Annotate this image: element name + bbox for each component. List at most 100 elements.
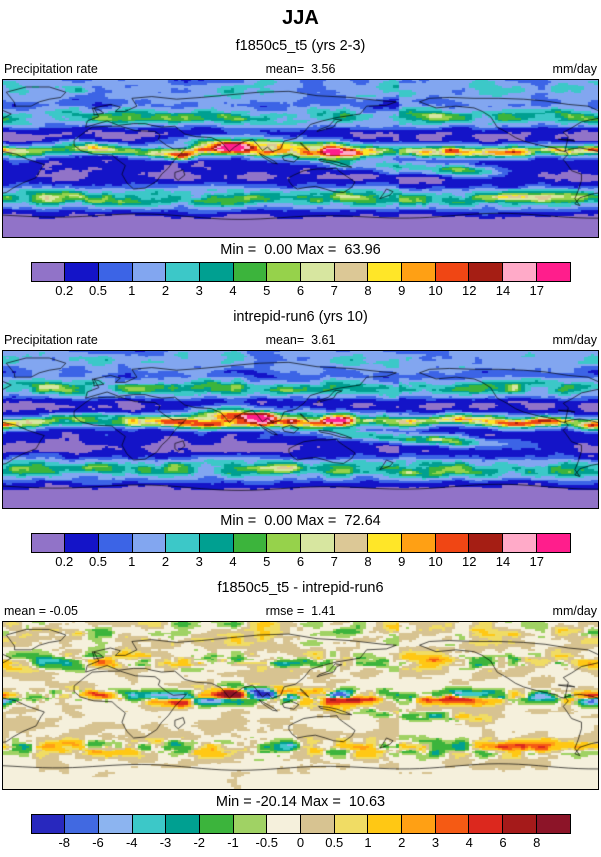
colorbar-tick-label: 2 xyxy=(398,835,406,850)
colorbar-labels: -8 -6 -4 -3 -2 -1 -0.5 0 0.5 1 2 3 4 6 8 xyxy=(31,835,571,852)
colorbar-segment xyxy=(536,263,570,281)
colorbar-tick-label: 0.5 xyxy=(325,835,344,850)
colorbar-segment xyxy=(435,815,470,833)
colorbar-tick-label: 5 xyxy=(263,554,271,569)
colorbar-tick-label: 8 xyxy=(533,835,541,850)
colorbar-tick-label: 17 xyxy=(529,283,544,298)
colorbar-segment xyxy=(199,534,234,552)
colorbar-segment xyxy=(166,534,200,552)
colorbar-tick-label: 1 xyxy=(128,554,136,569)
colorbar-tick-label: 4 xyxy=(229,283,237,298)
colorbar-tick-label: 4 xyxy=(465,835,473,850)
colorbar-tick-label: 6 xyxy=(296,554,305,569)
colorbar-tick-label: 9 xyxy=(398,283,406,298)
colorbar-segment xyxy=(334,534,369,552)
colorbar-tick-label: -4 xyxy=(125,835,138,850)
colorbar-segment xyxy=(267,263,301,281)
colorbar-segment xyxy=(402,534,436,552)
colorbar-segment xyxy=(65,534,99,552)
units-label: mm/day xyxy=(552,62,597,76)
colorbar-tick-label: 3 xyxy=(431,835,440,850)
variable-label: Precipitation rate xyxy=(4,62,98,76)
colorbar-segment xyxy=(469,534,504,552)
colorbar: 0.2 0.5 1 2 3 4 5 6 7 8 9 10 12 14 17 xyxy=(30,262,571,300)
colorbar-tick-label: 3 xyxy=(195,283,203,298)
colorbar-segment xyxy=(31,534,66,552)
colorbar-segment xyxy=(435,263,470,281)
colorbar-segment xyxy=(334,263,369,281)
colorbar-segment xyxy=(65,263,99,281)
colorbar-segment xyxy=(132,534,167,552)
panel3-header: mean = -0.05 rmse = 1.41 mm/day xyxy=(0,603,601,619)
colorbar-segment xyxy=(503,263,537,281)
colorbar-segment xyxy=(31,815,66,833)
minmax-stats: Min = 0.00 Max = 63.96 xyxy=(220,242,381,258)
colorbar-tick-label: 0 xyxy=(296,835,305,850)
colorbar-boxes xyxy=(30,533,571,553)
colorbar-segment xyxy=(132,815,167,833)
colorbar-segment xyxy=(334,815,369,833)
colorbar-tick-label: 12 xyxy=(462,554,477,569)
colorbar-tick-label: 5 xyxy=(263,283,271,298)
precip-map-case1 xyxy=(2,79,599,238)
panel3-subtitle: f1850c5_t5 - intrepid-run6 xyxy=(217,580,384,596)
colorbar-segment xyxy=(98,815,133,833)
colorbar-segment xyxy=(98,263,133,281)
colorbar-tick-label: 6 xyxy=(499,835,507,850)
colorbar-segment xyxy=(65,815,99,833)
colorbar-tick-label: 14 xyxy=(495,554,511,569)
colorbar-tick-label: 4 xyxy=(229,554,237,569)
colorbar-segment xyxy=(503,815,537,833)
colorbar-segment xyxy=(435,534,470,552)
mean-value: mean = -0.05 xyxy=(4,604,79,618)
colorbar: -8 -6 -4 -3 -2 -1 -0.5 0 0.5 1 2 3 4 6 8 xyxy=(30,814,571,852)
colorbar-tick-label: 0.2 xyxy=(55,554,74,569)
colorbar-tick-label: 6 xyxy=(296,283,305,298)
colorbar-boxes xyxy=(30,814,571,834)
colorbar-tick-label: 0.2 xyxy=(55,283,74,298)
rmse-value: rmse = 1.41 xyxy=(265,604,336,618)
minmax-stats: Min = -20.14 Max = 10.63 xyxy=(215,794,386,810)
figure-title: JJA xyxy=(282,7,319,29)
colorbar-tick-label: -2 xyxy=(193,835,206,850)
colorbar-segment xyxy=(233,534,268,552)
colorbar-tick-label: 7 xyxy=(330,283,338,298)
colorbar-segment xyxy=(233,815,268,833)
precip-diff-map xyxy=(2,621,599,790)
panel1-subtitle: f1850c5_t5 (yrs 2-3) xyxy=(235,38,366,54)
colorbar-segment xyxy=(31,263,66,281)
colorbar-tick-label: -8 xyxy=(58,835,71,850)
colorbar-tick-label: -0.5 xyxy=(255,835,278,850)
colorbar-tick-label: 7 xyxy=(330,554,338,569)
colorbar-segment xyxy=(267,534,301,552)
colorbar-tick-label: 8 xyxy=(364,283,372,298)
mean-value: mean= 3.61 xyxy=(265,333,336,347)
colorbar-segment xyxy=(98,534,133,552)
colorbar-tick-label: -1 xyxy=(227,835,239,850)
colorbar-segment xyxy=(469,815,504,833)
colorbar-segment xyxy=(166,263,200,281)
colorbar-tick-label: 0.5 xyxy=(88,283,108,298)
colorbar-segment xyxy=(233,263,268,281)
variable-label: Precipitation rate xyxy=(4,333,98,347)
colorbar-tick-label: 2 xyxy=(161,554,170,569)
colorbar-tick-label: 17 xyxy=(529,554,544,569)
colorbar-tick-label: 8 xyxy=(364,554,372,569)
units-label: mm/day xyxy=(552,333,597,347)
colorbar-tick-label: -3 xyxy=(159,835,172,850)
colorbar-segment xyxy=(132,263,167,281)
colorbar-tick-label: 9 xyxy=(398,554,406,569)
colorbar-segment xyxy=(301,534,335,552)
colorbar-segment xyxy=(166,815,200,833)
colorbar-tick-label: 10 xyxy=(428,283,443,298)
colorbar-segment xyxy=(368,263,403,281)
precip-map-case2 xyxy=(2,350,599,509)
colorbar-segment xyxy=(536,815,570,833)
colorbar-segment xyxy=(503,534,537,552)
colorbar-segment xyxy=(402,263,436,281)
colorbar-tick-label: 1 xyxy=(364,835,372,850)
colorbar-tick-label: 12 xyxy=(462,283,477,298)
panel2-header: Precipitation rate mean= 3.61 mm/day xyxy=(0,332,601,348)
panel1-header: Precipitation rate mean= 3.56 mm/day xyxy=(0,61,601,77)
